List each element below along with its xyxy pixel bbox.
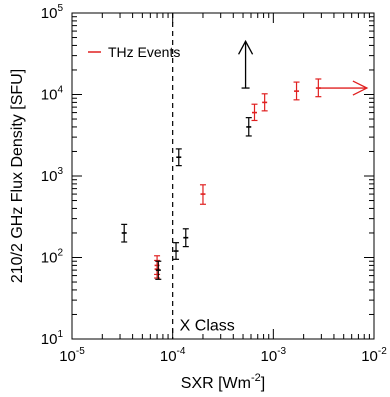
y-tick-label: 103 [41,166,64,185]
data-point [293,81,300,101]
right-limit-arrowhead [352,80,369,96]
plot-marks: X Class [121,13,369,339]
y-tick-label: 105 [41,3,64,22]
y-tick-label: 104 [41,85,64,104]
data-point [251,103,258,122]
legend: THz Events [88,44,180,60]
y-axis-label: 210/2 GHz Flux Density [SFU] [9,69,26,283]
data-point [155,260,162,280]
x-axis-label: SXR [Wm-2] [181,372,265,392]
y-tick-label: 102 [41,248,64,267]
data-point [175,148,182,167]
data-point [199,184,206,205]
upper-limit-arrowhead [238,39,254,55]
legend-label: THz Events [108,44,180,60]
x-tick-label: 10-3 [261,346,287,365]
data-point [121,223,128,243]
data-point [173,242,180,260]
data-point [182,228,189,248]
axis-layer: 10-5 10-4 10-3 10-2 101 102 103 104 105 [41,3,387,365]
data-point [245,117,252,137]
y-tick-label: 101 [41,329,64,348]
x-tick-label: 10-4 [160,346,186,365]
x-class-label: X Class [180,318,235,335]
x-tick-label: 10-5 [59,346,85,365]
data-point [261,93,268,112]
x-tick-label: 10-2 [361,346,387,365]
